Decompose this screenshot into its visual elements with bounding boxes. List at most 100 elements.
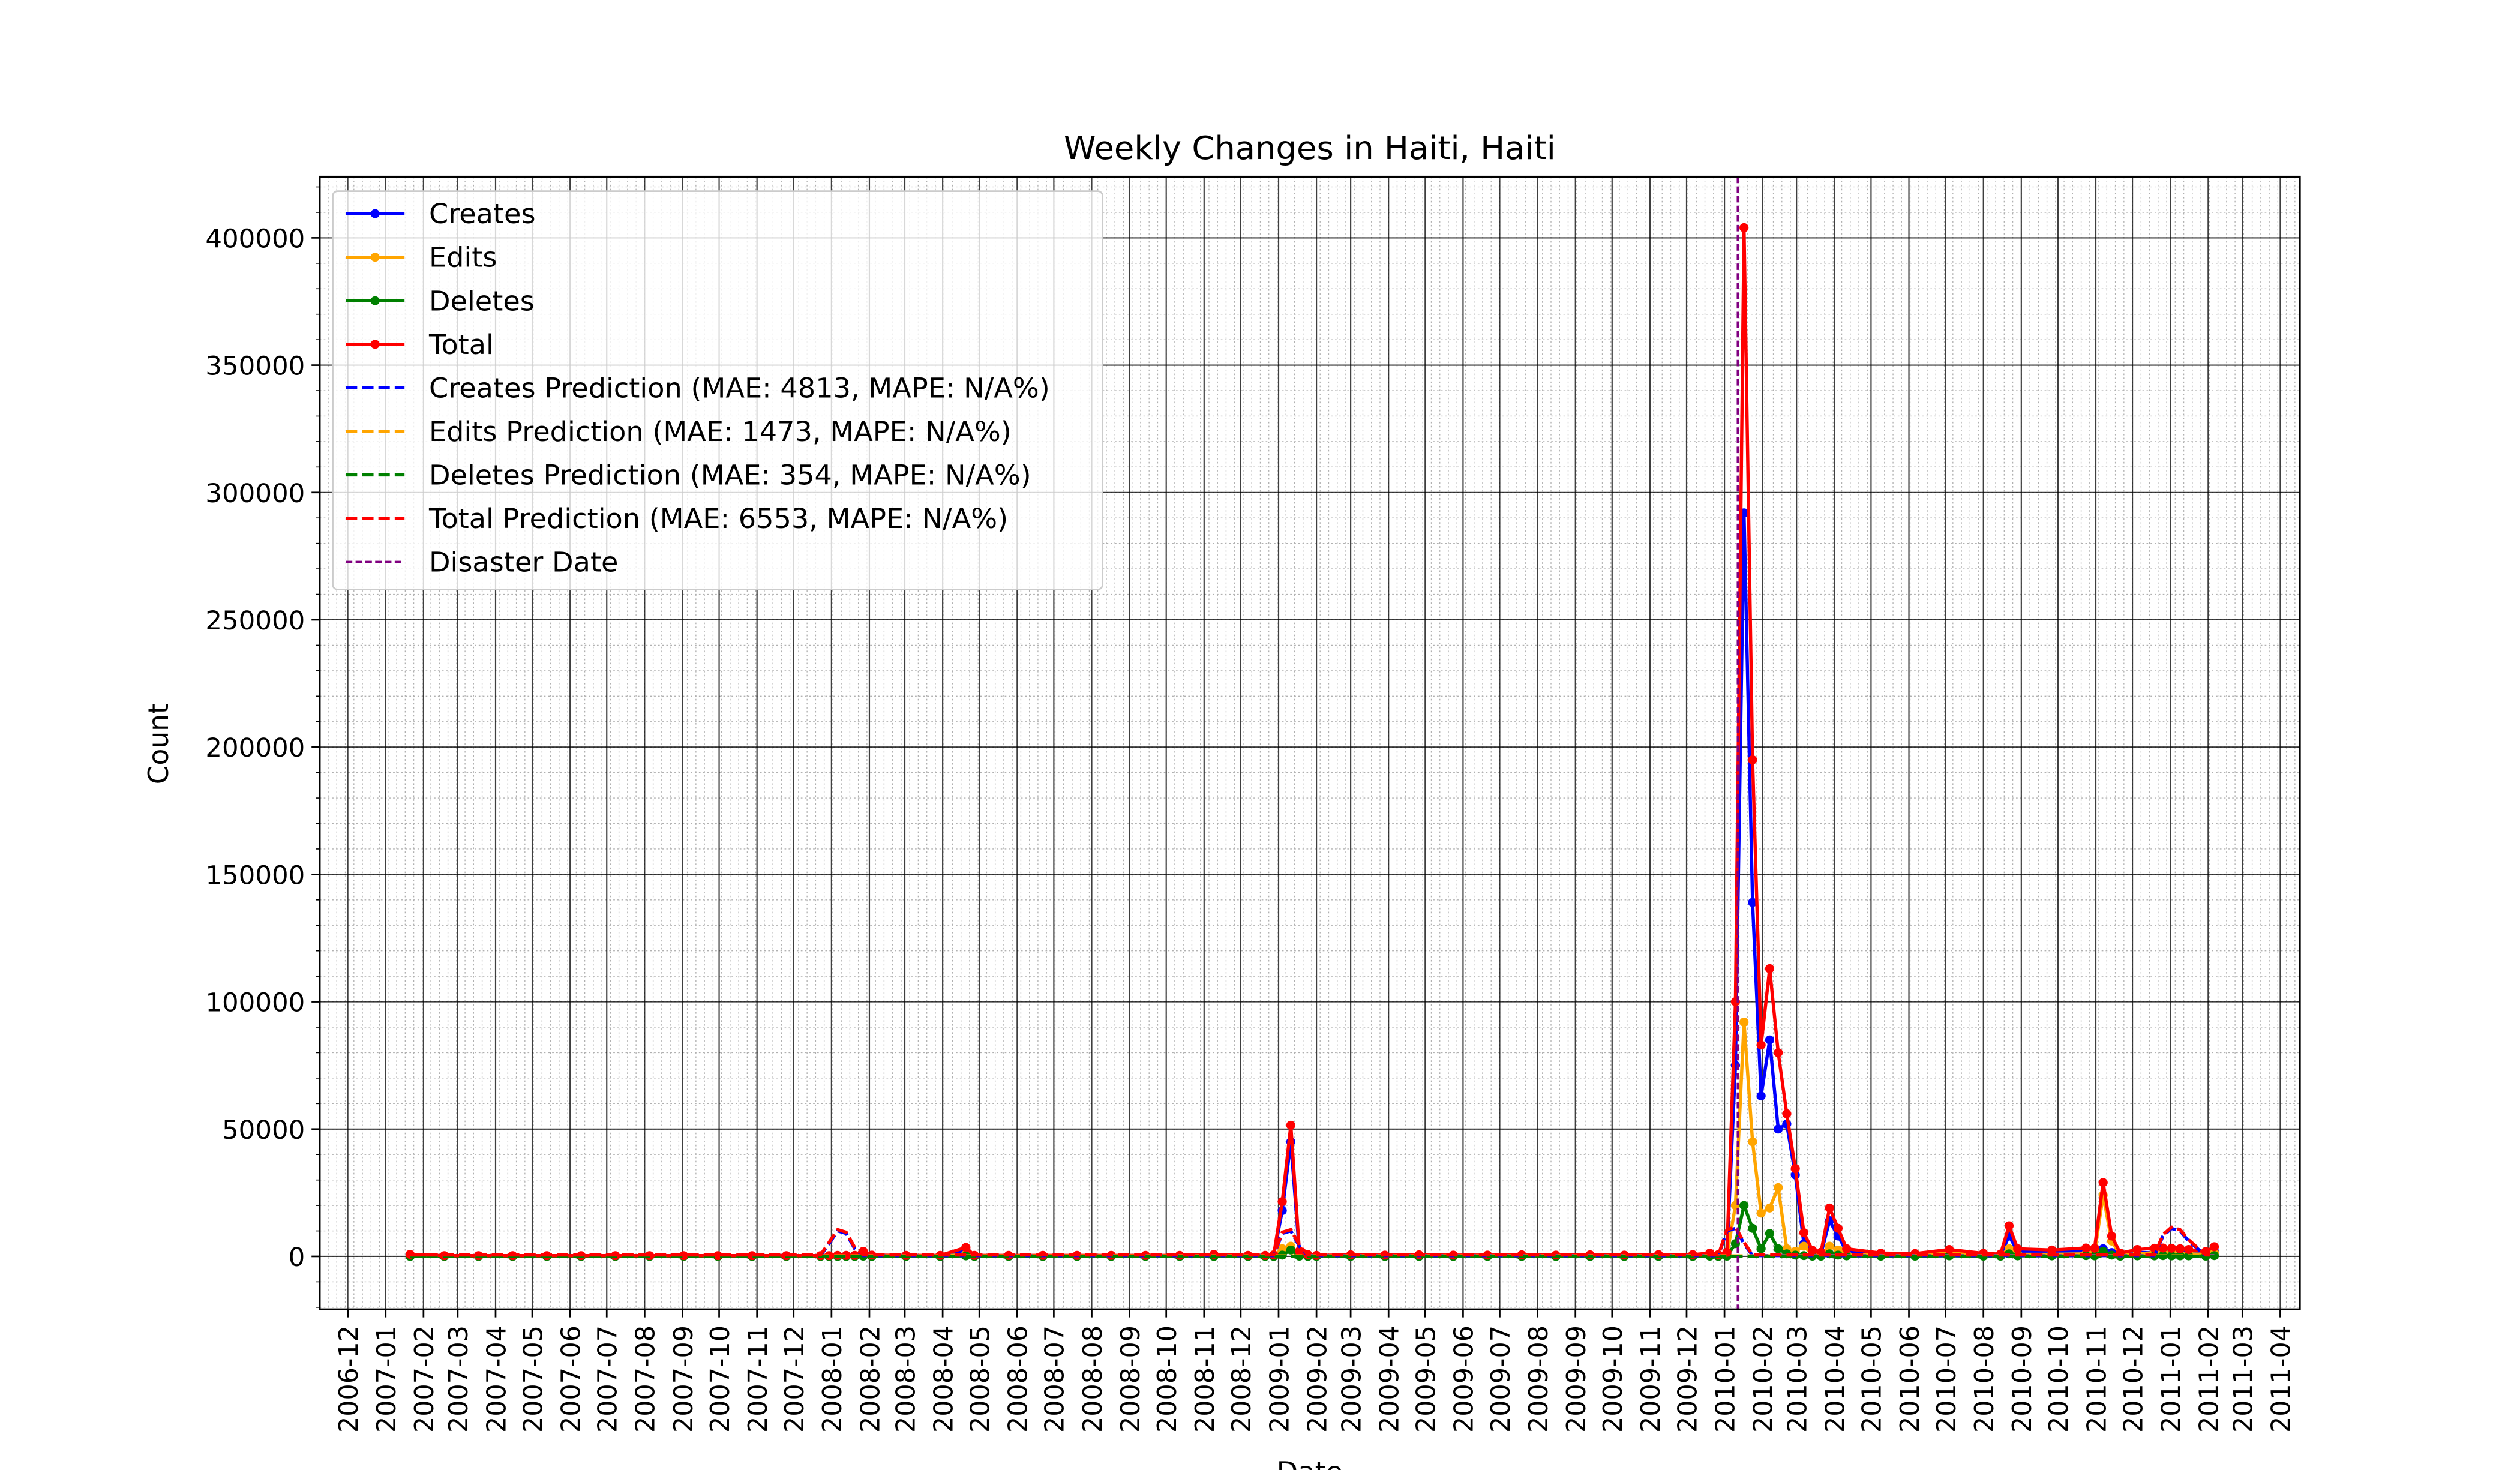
point — [1756, 1040, 1766, 1050]
x-tick-label: 2010-08 — [1970, 1325, 2000, 1433]
legend: Creates Edits Deletes Total Creates Predicti… — [332, 190, 1104, 590]
legend-label: Creates — [429, 198, 536, 230]
x-tick-label: 2011-02 — [2194, 1325, 2224, 1433]
axes: 0 50000 100000 150000 200000 250000 300000 3500… — [205, 186, 2297, 1433]
legend-label: Edits Prediction (MAE: 1473, MAPE: N/A%) — [429, 415, 1012, 448]
x-tick-label: 2009-12 — [1673, 1325, 1703, 1433]
point — [1765, 1229, 1775, 1238]
x-tick-label: 2007-01 — [372, 1325, 402, 1433]
point — [679, 1251, 689, 1261]
point — [1739, 223, 1749, 232]
x-tick-label: 2009-10 — [1598, 1325, 1628, 1433]
x-tick-label: 2009-07 — [1486, 1325, 1516, 1433]
x-tick-label: 2010-02 — [1748, 1325, 1778, 1433]
axes-frame — [319, 175, 2301, 1310]
point — [1739, 1018, 1749, 1027]
point — [747, 1251, 757, 1261]
x-tick-label: 2007-02 — [410, 1325, 440, 1433]
x-tick-label: 2010-01 — [1711, 1325, 1741, 1433]
legend-marker — [370, 340, 380, 349]
point — [713, 1251, 723, 1261]
point — [2209, 1242, 2219, 1252]
point — [1756, 1208, 1766, 1218]
point — [1748, 755, 1757, 764]
x-tick-label: 2010-03 — [1783, 1325, 1813, 1433]
point — [1277, 1197, 1287, 1207]
point — [1808, 1246, 1817, 1255]
point — [2107, 1231, 2117, 1241]
point — [1748, 1137, 1757, 1147]
y-tick-label: 0 — [289, 1243, 305, 1273]
point — [1825, 1241, 1834, 1251]
point — [1765, 1035, 1775, 1045]
point — [1799, 1228, 1809, 1237]
y-tick-label: 100000 — [205, 988, 305, 1018]
x-tick-label: 2010-04 — [1820, 1325, 1850, 1433]
point — [1799, 1241, 1809, 1251]
x-tick-label: 2008-04 — [929, 1325, 959, 1433]
x-tick-label: 2006-12 — [334, 1325, 364, 1433]
x-tick-label: 2007-07 — [593, 1325, 623, 1433]
x-tick-label: 2011-01 — [2156, 1325, 2186, 1433]
x-tick-label: 2010-10 — [2044, 1325, 2074, 1433]
y-tick-label: 400000 — [205, 224, 305, 254]
point — [1748, 1223, 1757, 1233]
x-tick-label: 2009-08 — [1524, 1325, 1554, 1433]
x-tick-label: 2008-01 — [818, 1325, 848, 1433]
legend-label: Deletes — [429, 285, 535, 317]
x-tick-label: 2009-03 — [1337, 1325, 1367, 1433]
x-tick-label: 2008-05 — [965, 1325, 995, 1433]
x-tick-label: 2010-12 — [2119, 1325, 2149, 1433]
point — [1782, 1109, 1792, 1118]
point — [1774, 1183, 1783, 1192]
point — [2090, 1243, 2099, 1253]
legend-label: Deletes Prediction (MAE: 354, MAPE: N/A%… — [429, 459, 1031, 491]
point — [1774, 1244, 1783, 1253]
x-tick-label: 2007-06 — [556, 1325, 586, 1433]
point — [1748, 898, 1757, 907]
x-tick-label: 2009-05 — [1411, 1325, 1441, 1433]
point — [2184, 1245, 2194, 1255]
point — [1739, 1201, 1749, 1210]
point — [1945, 1245, 1954, 1255]
legend-label: Edits — [429, 241, 497, 274]
x-tick-label: 2008-08 — [1078, 1325, 1108, 1433]
point — [1825, 1203, 1834, 1213]
point — [1756, 1091, 1766, 1101]
y-tick-label: 200000 — [205, 734, 305, 764]
point — [2081, 1243, 2091, 1253]
legend-marker — [370, 296, 380, 305]
y-axis-label: Count — [142, 703, 175, 784]
x-axis-label: Date — [1277, 1456, 1343, 1470]
x-tick-label: 2010-07 — [1932, 1325, 1962, 1433]
legend-marker — [370, 253, 380, 262]
x-tick-label: 2009-09 — [1562, 1325, 1592, 1433]
x-tick-label: 2010-09 — [2008, 1325, 2038, 1433]
x-tick-label: 2008-09 — [1116, 1325, 1146, 1433]
legend-label: Disaster Date — [429, 546, 619, 578]
x-tick-label: 2007-12 — [780, 1325, 810, 1433]
x-tick-label: 2007-10 — [706, 1325, 736, 1433]
point — [2132, 1245, 2142, 1255]
point — [2167, 1243, 2176, 1253]
point — [961, 1243, 971, 1252]
point — [1833, 1223, 1843, 1233]
x-tick-label: 2007-03 — [444, 1325, 474, 1433]
x-tick-label: 2010-06 — [1895, 1325, 1925, 1433]
y-tick-label: 350000 — [205, 352, 305, 382]
point — [1294, 1246, 1304, 1256]
plot-area — [405, 176, 2219, 1310]
legend-label: Total — [428, 328, 494, 361]
y-tick-label: 250000 — [205, 606, 305, 636]
legend-label: Total Prediction (MAE: 6553, MAPE: N/A%) — [428, 502, 1008, 535]
x-tick-label: 2009-01 — [1265, 1325, 1295, 1433]
chart-title: Weekly Changes in Haiti, Haiti — [1064, 129, 1556, 167]
point — [2047, 1245, 2057, 1255]
point — [2013, 1244, 2023, 1253]
point — [1774, 1124, 1783, 1134]
x-tick-label: 2007-04 — [482, 1325, 512, 1433]
y-tick-label: 300000 — [205, 479, 305, 509]
x-tick-label: 2011-04 — [2266, 1325, 2296, 1433]
